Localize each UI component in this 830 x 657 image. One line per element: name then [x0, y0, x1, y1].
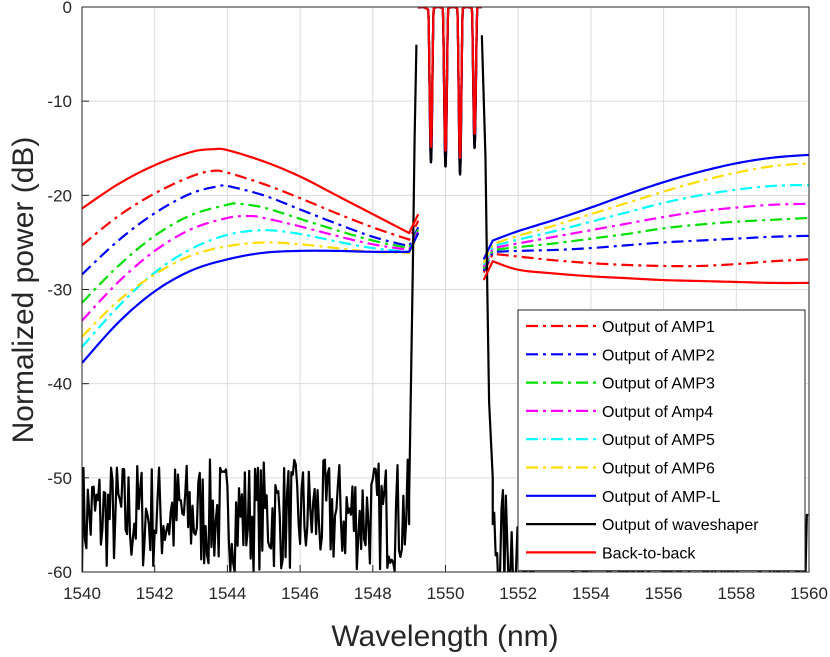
series-line-2-left [82, 183, 420, 276]
x-tick-label: 1546 [281, 584, 319, 603]
legend-entry: Output of Amp4 [602, 404, 713, 421]
tick-layer: 1540 1542 1544 1546 1548 1550 1552 1554 1556 1558… [47, 0, 827, 603]
series-line-7-right [482, 153, 809, 260]
series-line-9-comb [417, 7, 483, 159]
series-line-4-right [482, 202, 809, 268]
x-tick-label: 1556 [645, 584, 683, 603]
y-tick-label: -20 [47, 186, 72, 205]
x-tick-label: 1552 [499, 584, 537, 603]
series-line-6-right [482, 162, 809, 264]
series-line-4-left [82, 214, 420, 322]
y-tick-label: 0 [63, 0, 72, 17]
legend-entry: Output of AMP5 [602, 432, 715, 449]
y-tick-label: -10 [47, 92, 72, 111]
x-tick-label: 1542 [136, 584, 174, 603]
series-line-7-left [82, 232, 420, 364]
series-line-1-left [82, 169, 420, 247]
legend-entry: Output of AMP-L [602, 489, 720, 506]
series-line-8-left [82, 44, 418, 572]
legend-box [517, 309, 806, 572]
series-line-1-right [482, 252, 809, 274]
x-tick-label: 1540 [63, 584, 101, 603]
x-tick-label: 1548 [354, 584, 392, 603]
series-line-5-right [482, 183, 809, 266]
legend-entry: Output of waveshaper [602, 517, 759, 534]
series-line-9-right [482, 260, 809, 285]
legend-entry: Output of AMP3 [602, 376, 715, 393]
x-tick-label: 1550 [427, 584, 465, 603]
x-tick-label: 1560 [790, 584, 828, 603]
y-axis-label: Normalized power (dB) [7, 137, 40, 444]
series-line-2-right [482, 234, 809, 272]
series-line-3-left [82, 202, 420, 304]
x-tick-label: 1554 [572, 584, 610, 603]
series-line-9-left [82, 147, 420, 235]
y-tick-label: -50 [47, 469, 72, 488]
x-tick-label: 1544 [208, 584, 246, 603]
series-line-3-right [482, 216, 809, 270]
legend-entry: Output of AMP1 [602, 319, 715, 336]
legend-entry: Output of AMP6 [602, 461, 715, 478]
y-tick-label: -30 [47, 281, 72, 300]
y-tick-label: -60 [47, 563, 72, 582]
legend-entry: Output of AMP2 [602, 347, 715, 364]
x-axis-label: Wavelength (nm) [331, 620, 558, 653]
legend: Output of AMP1 Output of AMP2 Output of AM… [517, 309, 806, 572]
legend-entry: Back-to-back [602, 545, 696, 562]
y-tick-label: -40 [47, 375, 72, 394]
series-line-5-left [82, 229, 420, 348]
x-tick-label: 1558 [717, 584, 755, 603]
